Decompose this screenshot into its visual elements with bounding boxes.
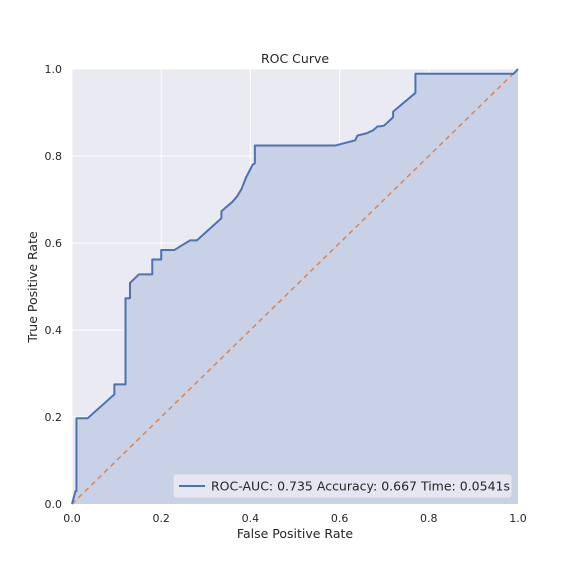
x-axis-label: False Positive Rate [237,526,353,541]
x-tick-label: 0.0 [63,512,81,525]
y-axis-label: True Positive Rate [25,231,40,344]
legend: ROC-AUC: 0.735 Accuracy: 0.667 Time: 0.0… [172,473,513,499]
y-tick-label: 0.4 [45,324,63,337]
x-tick-label: 0.4 [242,512,260,525]
y-tick-label: 0.6 [45,237,63,250]
roc-curve-line [71,68,519,505]
legend-label-roc: ROC-AUC: 0.735 Accuracy: 0.667 Time: 0.0… [211,479,510,494]
legend-box [172,473,513,499]
y-tick-label: 0.8 [45,150,63,163]
x-tick-label: 0.2 [152,512,170,525]
x-tick-label: 1.0 [509,512,527,525]
chart-title: ROC Curve [261,51,329,66]
y-tick-label: 0.2 [45,411,63,424]
x-tick-label: 0.6 [331,512,349,525]
x-tick-label: 0.8 [420,512,438,525]
y-tick-label: 0.0 [45,498,63,511]
chance-diagonal-line [71,68,519,505]
y-tick-label: 1.0 [45,63,63,76]
axis-ticks: 0.0 0.2 0.4 0.6 0.8 1.0 0.0 0.2 0.4 0.6 0.8 1.0 [45,63,527,525]
